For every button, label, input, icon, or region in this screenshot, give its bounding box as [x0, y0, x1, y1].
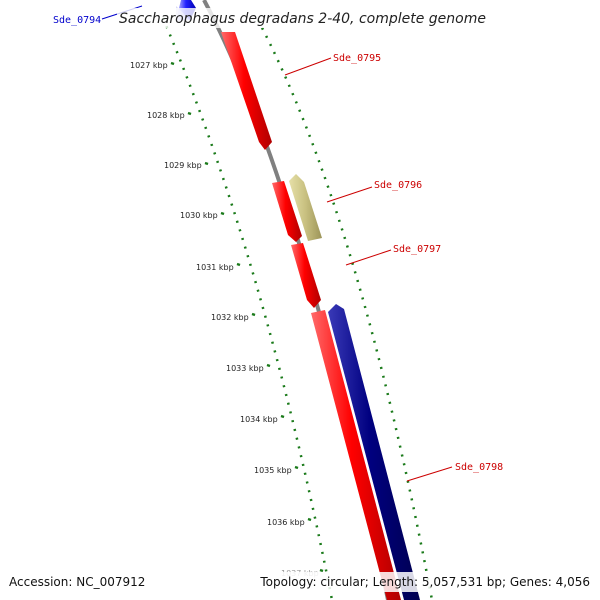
scale-tick: [187, 111, 192, 116]
backbone-line: [202, 0, 390, 600]
gene-red-long[interactable]: [311, 310, 401, 600]
leader-sde-0797: [345, 249, 392, 266]
title-backdrop: [117, 8, 487, 28]
scale-label: 1034 kbp: [240, 415, 278, 424]
scale-label: 1030 kbp: [180, 211, 218, 220]
scale-tick: [236, 262, 241, 267]
scale-tick: [170, 61, 175, 66]
gene-label-sde-0794[interactable]: Sde_0794: [53, 15, 101, 26]
gene-label-sde-0798[interactable]: Sde_0798: [455, 462, 503, 473]
scale-label: 1027 kbp: [130, 61, 168, 70]
genome-summary: Topology: circular; Length: 5,057,531 bp…: [259, 575, 590, 589]
scale-tick: [204, 161, 209, 166]
scale-label: 1036 kbp: [267, 518, 305, 527]
leader-sde-0795: [284, 57, 332, 76]
scale-label: 1032 kbp: [211, 313, 249, 322]
accession-label: Accession: NC_007912: [9, 575, 145, 589]
scale-tick: [307, 517, 312, 522]
gene-label-sde-0796[interactable]: Sde_0796: [374, 180, 422, 191]
scale-tick: [280, 414, 285, 419]
scale-tick: [319, 568, 324, 573]
scale-tick: [294, 465, 299, 470]
scale-tick: [220, 211, 225, 216]
scale-label: 1033 kbp: [226, 364, 264, 373]
gene-sde-0797-cont[interactable]: [291, 243, 321, 308]
gene-sde-0798[interactable]: [328, 304, 420, 600]
gene-sde-0796[interactable]: [289, 174, 322, 241]
footer-backdrop: [0, 572, 600, 592]
gene-sde-0797[interactable]: [272, 181, 302, 242]
scale-tick: [251, 312, 256, 317]
scale-label: 1028 kbp: [147, 111, 185, 120]
gene-label-sde-0795[interactable]: Sde_0795: [333, 53, 381, 64]
leader-sde-0796: [326, 186, 373, 203]
scale-label: 1031 kbp: [196, 263, 234, 272]
scale-label: 1029 kbp: [164, 161, 202, 170]
map-title: Saccharophagus degradans 2-40, complete …: [119, 11, 486, 27]
scale-label: 1035 kbp: [254, 466, 292, 475]
gene-label-sde-0797[interactable]: Sde_0797: [393, 244, 441, 255]
scale-ticks: [170, 61, 324, 573]
scale-labels: 1027 kbp 1028 kbp 1029 kbp 1030 kbp 1031…: [130, 61, 319, 578]
leader-sde-0798: [406, 466, 453, 482]
scale-ruler-outer: [256, 19, 434, 600]
scale-tick: [266, 363, 271, 368]
gene-arrows: [176, 0, 420, 600]
gene-sde-0795[interactable]: [221, 32, 272, 150]
gene-labels: Sde_0794 Sde_0795 Sde_0796 Sde_0797 Sde_…: [53, 5, 503, 482]
